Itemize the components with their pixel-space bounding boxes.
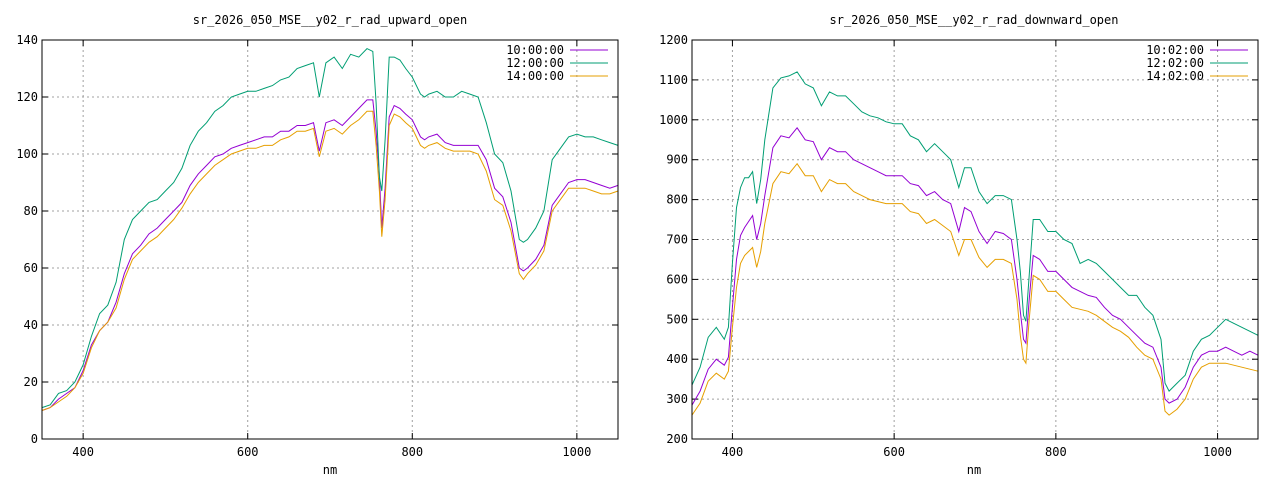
chart-title: sr_2026_050_MSE__y02_r_rad_downward_open <box>830 13 1119 27</box>
series-line-1 <box>41 99 619 411</box>
chart-downward-svg: sr_2026_050_MSE__y02_r_rad_downward_open… <box>659 13 1259 477</box>
y-tick-label: 20 <box>24 375 38 389</box>
x-tick-label: 1000 <box>1203 445 1232 459</box>
y-tick-label: 900 <box>666 153 688 167</box>
chart-upward-radiance: sr_2026_050_MSE__y02_r_rad_upward_open n… <box>16 13 619 477</box>
y-tick-label: 80 <box>24 204 38 218</box>
y-tick-label: 40 <box>24 318 38 332</box>
legend-label: 10:02:00 <box>1146 43 1204 57</box>
x-tick-label: 800 <box>1045 445 1067 459</box>
plot-frame <box>691 39 1259 440</box>
x-axis-label: nm <box>967 463 981 477</box>
x-tick-label: 400 <box>722 445 744 459</box>
y-tick-label: 300 <box>666 392 688 406</box>
plot-frame <box>41 39 619 440</box>
y-tick-label: 600 <box>666 272 688 286</box>
chart-downward-radiance: sr_2026_050_MSE__y02_r_rad_downward_open… <box>640 0 1280 480</box>
x-tick-label: 600 <box>237 445 259 459</box>
series-line-1 <box>691 126 1259 406</box>
x-tick-label: 600 <box>883 445 905 459</box>
y-tick-label: 0 <box>31 432 38 446</box>
y-tick-label: 500 <box>666 312 688 326</box>
x-tick-label: 1000 <box>562 445 591 459</box>
series-line-3 <box>691 162 1259 416</box>
series-line-3 <box>41 110 619 411</box>
y-tick-label: 700 <box>666 233 688 247</box>
legend-label: 14:00:00 <box>506 69 564 83</box>
y-tick-label: 60 <box>24 261 38 275</box>
legend-label: 10:00:00 <box>506 43 564 57</box>
series-line-2 <box>41 47 619 409</box>
chart-title: sr_2026_050_MSE__y02_r_rad_upward_open <box>193 13 468 27</box>
y-tick-label: 120 <box>16 90 38 104</box>
y-tick-label: 1200 <box>659 33 688 47</box>
y-tick-label: 100 <box>16 147 38 161</box>
x-tick-label: 400 <box>72 445 94 459</box>
x-tick-label: 800 <box>401 445 423 459</box>
series-line-2 <box>691 71 1259 392</box>
legend-label: 14:02:00 <box>1146 69 1204 83</box>
legend-label: 12:00:00 <box>506 56 564 70</box>
y-tick-label: 1100 <box>659 73 688 87</box>
x-axis-label: nm <box>323 463 337 477</box>
y-tick-label: 200 <box>666 432 688 446</box>
y-tick-label: 140 <box>16 33 38 47</box>
legend-label: 12:02:00 <box>1146 56 1204 70</box>
y-tick-label: 400 <box>666 352 688 366</box>
y-tick-label: 1000 <box>659 113 688 127</box>
y-tick-label: 800 <box>666 193 688 207</box>
chart-upward-svg: sr_2026_050_MSE__y02_r_rad_upward_open n… <box>16 13 619 477</box>
